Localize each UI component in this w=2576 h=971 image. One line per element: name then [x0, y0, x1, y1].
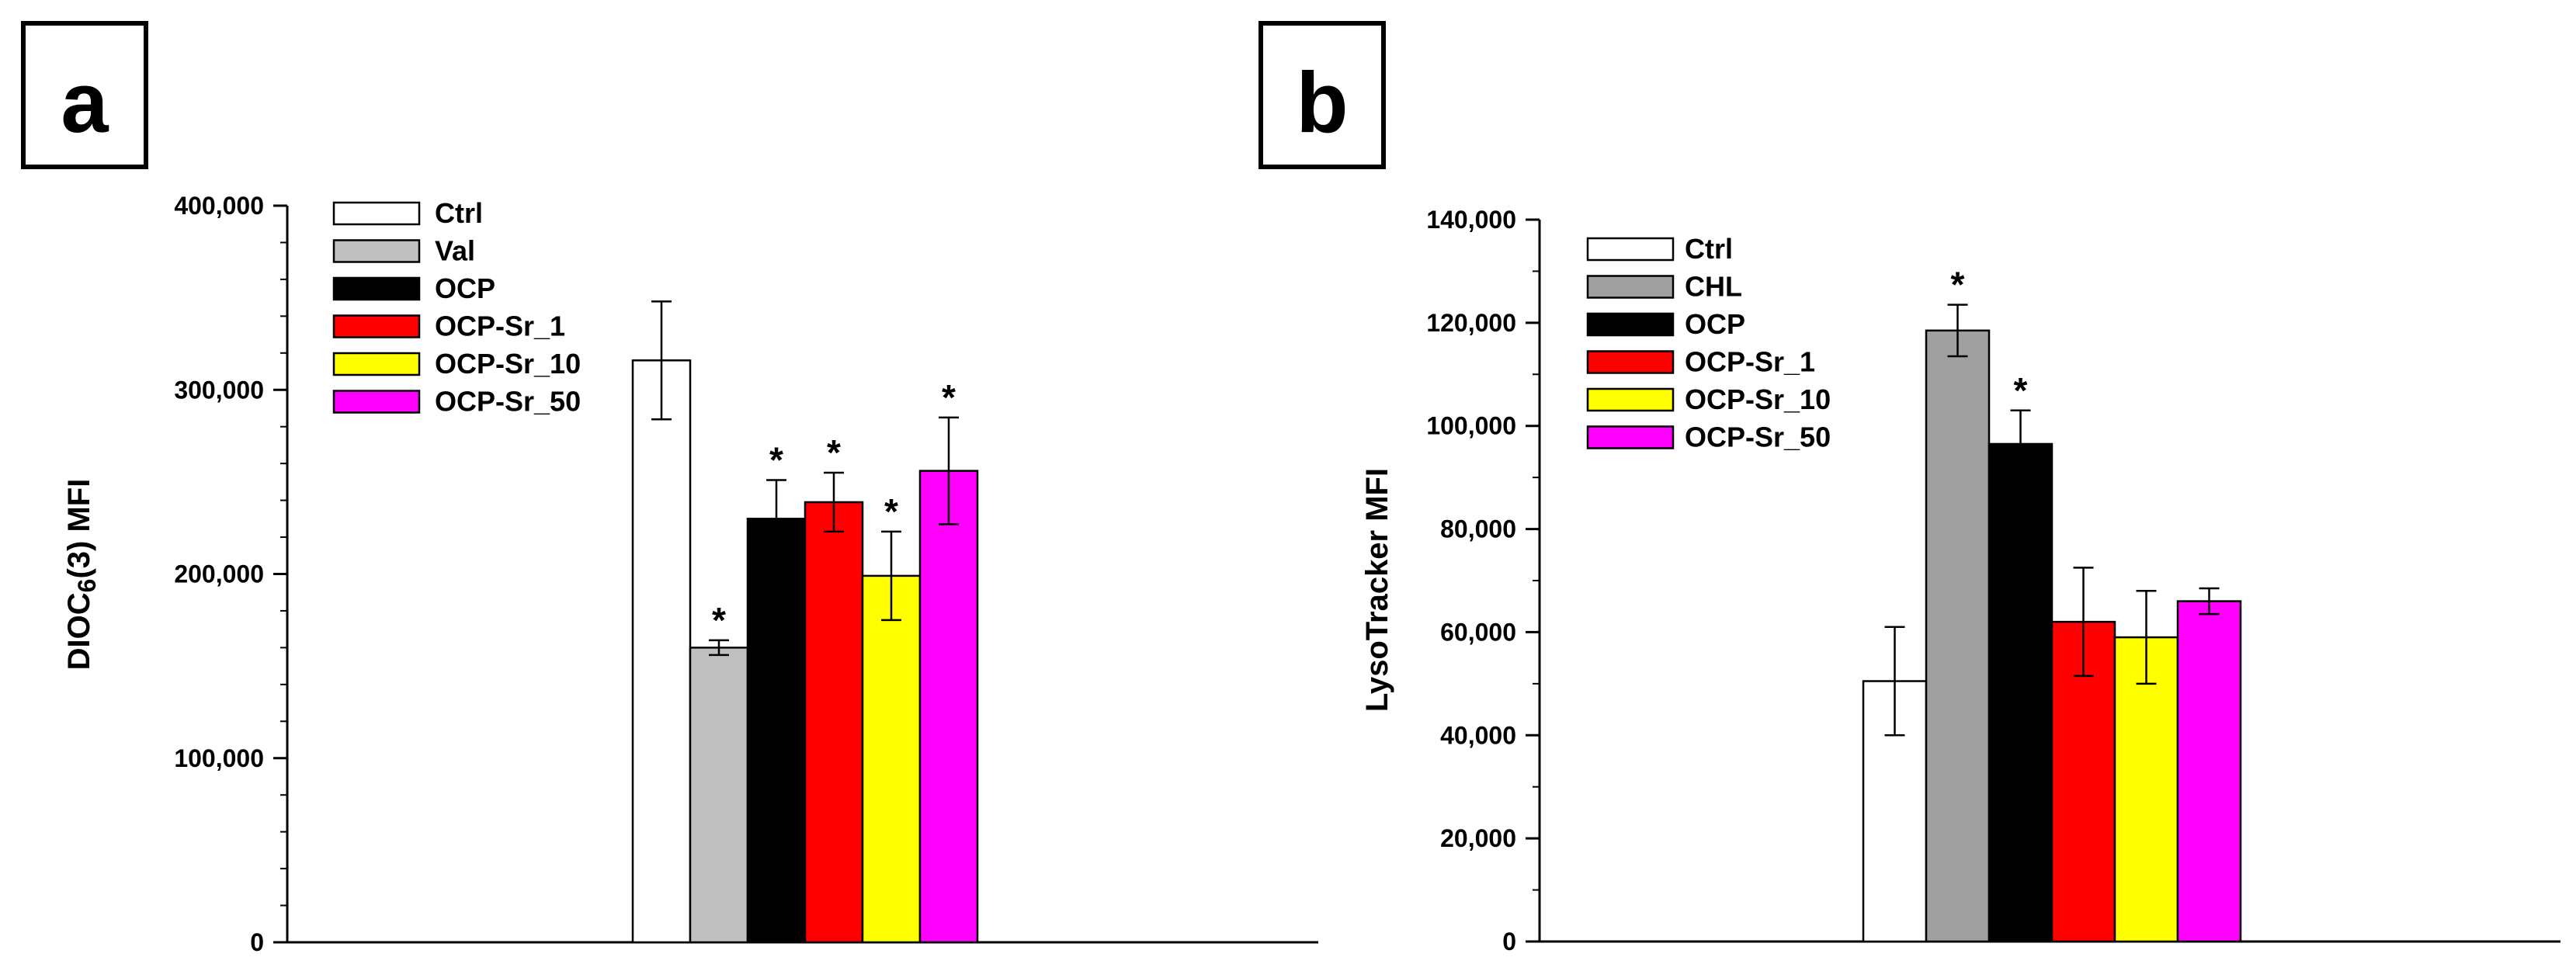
bar [918, 470, 979, 944]
bar [861, 574, 922, 944]
y-tick-label: 0 [250, 928, 264, 956]
legend-label: Ctrl [1685, 233, 1733, 265]
legend-label: OCP-Sr_50 [435, 386, 581, 418]
panel-a: a 0 100,000 200,000 300,000 400,000 DIOC6(3) M… [21, 21, 1318, 956]
bar [746, 518, 807, 944]
bar [1925, 329, 1991, 943]
legend-label: OCP [1685, 308, 1745, 340]
y-tick-label: 0 [1502, 928, 1516, 955]
significance-star: * [712, 600, 726, 640]
y-tick-label: 140,000 [1426, 206, 1516, 234]
legend-swatch [1586, 312, 1675, 337]
legend-swatch [1586, 350, 1675, 374]
y-tick-label: 60,000 [1440, 618, 1516, 646]
panel-letter-box [1258, 21, 1386, 169]
significance-star: * [884, 491, 898, 532]
legend-label: CHL [1685, 271, 1742, 303]
legend-label: OCP-Sr_10 [435, 348, 581, 380]
legend-label: OCP-Sr_1 [1685, 346, 1815, 378]
legend-swatch [1586, 275, 1675, 299]
y-tick-label: 300,000 [174, 376, 264, 404]
bar [1988, 442, 2054, 943]
bar [804, 501, 864, 944]
legend-swatch [1586, 387, 1675, 412]
panel-letter-box [21, 21, 148, 169]
legend-label: Ctrl [435, 197, 483, 229]
y-tick-label: 120,000 [1426, 309, 1516, 337]
bar [2113, 636, 2179, 943]
legend-swatch [332, 314, 421, 338]
legend-label: OCP-Sr_1 [435, 310, 565, 342]
y-tick-label: 80,000 [1440, 515, 1516, 543]
legend-label: OCP [435, 272, 495, 304]
significance-star: * [827, 432, 841, 473]
bar [631, 359, 692, 944]
significance-star: * [769, 440, 783, 480]
panel-b: b 0 20,000 40,000 60,000 80,000 100,000 120,000… [1258, 21, 2560, 955]
legend-swatch [1586, 425, 1675, 449]
legend-label: OCP-Sr_50 [1685, 421, 1831, 453]
legend-swatch [1586, 237, 1675, 262]
panel-letter: b [1296, 55, 1348, 151]
y-tick-label: 100,000 [174, 744, 264, 772]
y-axis-title: LysoTracker MFI [1360, 468, 1394, 712]
significance-star: * [2014, 370, 2028, 411]
y-tick-label: 400,000 [174, 192, 264, 220]
legend-swatch [332, 201, 421, 226]
legend-swatch [332, 239, 421, 263]
y-tick-label: 100,000 [1426, 412, 1516, 440]
legend-swatch [332, 276, 421, 301]
y-axis-title: DIOC6(3) MFI [62, 479, 101, 671]
legend-label: Val [435, 235, 475, 267]
legend-swatch [332, 352, 421, 376]
panel-letter: a [61, 55, 109, 151]
legend-label: OCP-Sr_10 [1685, 383, 1831, 415]
y-tick-label: 20,000 [1440, 824, 1516, 852]
y-tick-label: 40,000 [1440, 721, 1516, 749]
legend-swatch [332, 390, 421, 414]
bar [689, 647, 749, 944]
bar [2176, 600, 2242, 943]
y-tick-label: 200,000 [174, 560, 264, 588]
significance-star: * [1951, 265, 1965, 305]
significance-star: * [942, 377, 956, 418]
